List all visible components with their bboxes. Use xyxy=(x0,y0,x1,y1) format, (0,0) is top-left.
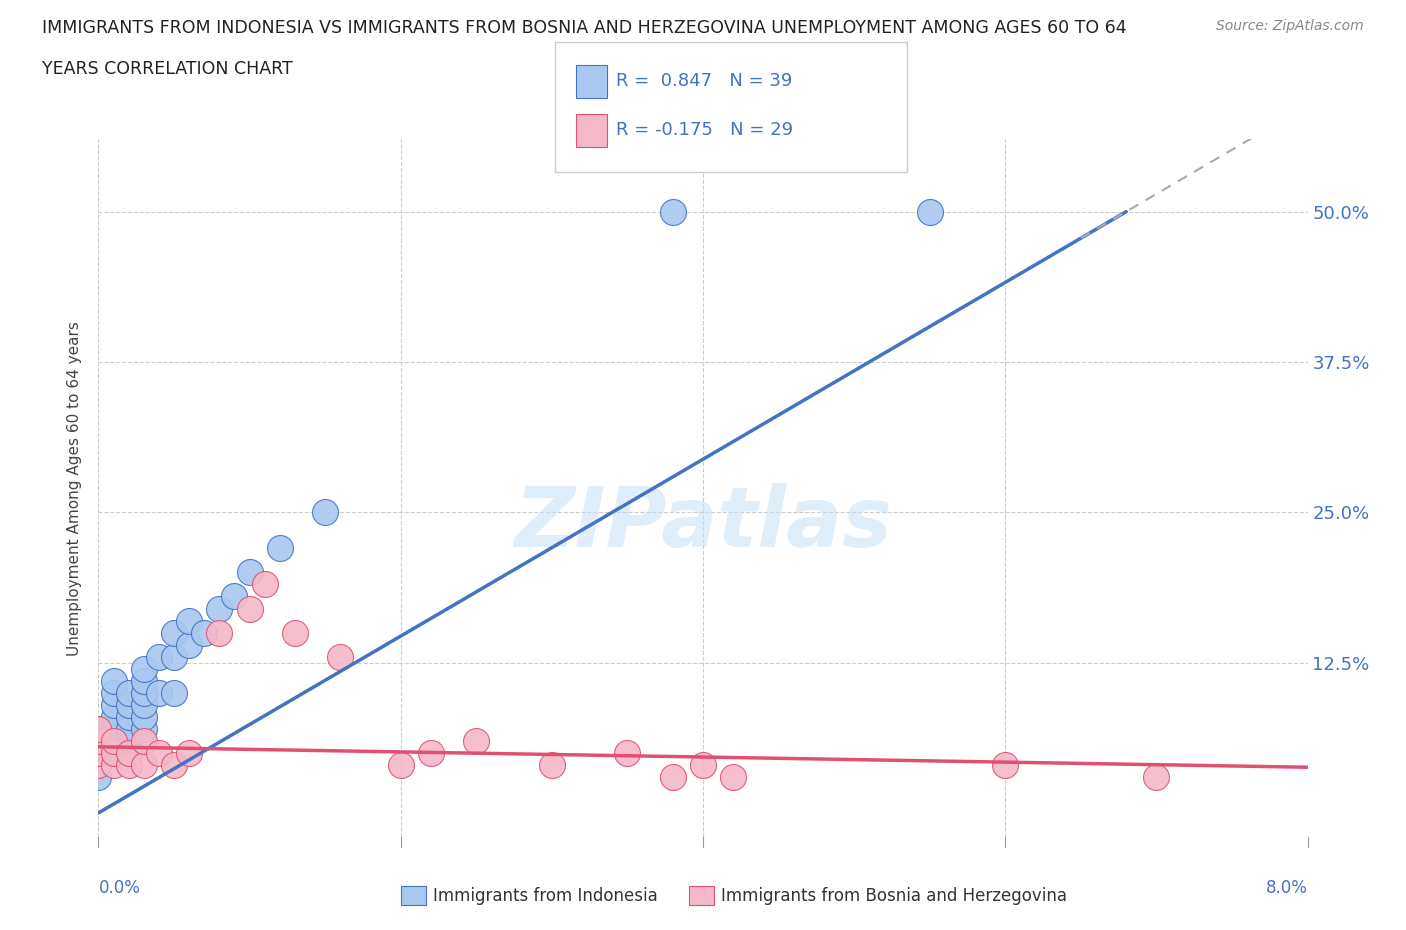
Point xyxy=(179,745,201,760)
Point xyxy=(163,625,186,640)
Point xyxy=(87,745,110,760)
Point xyxy=(329,649,352,664)
Point xyxy=(163,649,186,664)
Point xyxy=(132,710,155,724)
Point xyxy=(616,745,638,760)
Point xyxy=(465,734,488,749)
Point xyxy=(193,625,215,640)
Point xyxy=(239,601,262,616)
Point xyxy=(103,734,125,749)
Text: Immigrants from Bosnia and Herzegovina: Immigrants from Bosnia and Herzegovina xyxy=(721,886,1067,905)
Point xyxy=(87,734,110,749)
Point xyxy=(148,745,170,760)
Point xyxy=(208,601,231,616)
Point xyxy=(87,769,110,784)
Point xyxy=(239,565,262,580)
Point xyxy=(118,722,141,737)
Point xyxy=(87,757,110,772)
Point xyxy=(541,757,564,772)
Point xyxy=(132,734,155,749)
Text: Source: ZipAtlas.com: Source: ZipAtlas.com xyxy=(1216,19,1364,33)
Point xyxy=(179,613,201,628)
Y-axis label: Unemployment Among Ages 60 to 64 years: Unemployment Among Ages 60 to 64 years xyxy=(67,321,83,656)
Point xyxy=(662,205,685,219)
Point xyxy=(132,757,155,772)
Text: YEARS CORRELATION CHART: YEARS CORRELATION CHART xyxy=(42,60,292,78)
Point xyxy=(1146,769,1168,784)
Text: 8.0%: 8.0% xyxy=(1265,879,1308,897)
Point xyxy=(103,745,125,760)
Point xyxy=(118,685,141,700)
Point xyxy=(163,757,186,772)
Text: R = -0.175   N = 29: R = -0.175 N = 29 xyxy=(616,121,793,140)
Point xyxy=(662,769,685,784)
Point xyxy=(103,757,125,772)
Point xyxy=(87,745,110,760)
Point xyxy=(87,734,110,749)
Point xyxy=(692,757,714,772)
Point xyxy=(723,769,745,784)
Point xyxy=(132,685,155,700)
Point xyxy=(284,625,307,640)
Point xyxy=(87,757,110,772)
Point xyxy=(132,661,155,676)
Point xyxy=(253,577,276,591)
Point xyxy=(994,757,1017,772)
Text: 0.0%: 0.0% xyxy=(98,879,141,897)
Point xyxy=(118,757,141,772)
Point xyxy=(87,722,110,737)
Point xyxy=(420,745,443,760)
Point xyxy=(269,541,291,556)
Point xyxy=(118,734,141,749)
Point xyxy=(103,722,125,737)
Point xyxy=(179,637,201,652)
Point xyxy=(314,505,336,520)
Point xyxy=(103,734,125,749)
Text: Immigrants from Indonesia: Immigrants from Indonesia xyxy=(433,886,658,905)
Point xyxy=(103,698,125,712)
Point xyxy=(87,722,110,737)
Point xyxy=(389,757,412,772)
Text: ZIPatlas: ZIPatlas xyxy=(515,483,891,564)
Point xyxy=(132,722,155,737)
Point xyxy=(163,685,186,700)
Point xyxy=(103,710,125,724)
Point xyxy=(118,745,141,760)
Point xyxy=(148,685,170,700)
Point xyxy=(148,649,170,664)
Point xyxy=(103,745,125,760)
Point xyxy=(918,205,941,219)
Point xyxy=(118,710,141,724)
Text: IMMIGRANTS FROM INDONESIA VS IMMIGRANTS FROM BOSNIA AND HERZEGOVINA UNEMPLOYMENT: IMMIGRANTS FROM INDONESIA VS IMMIGRANTS … xyxy=(42,19,1126,36)
Point xyxy=(118,698,141,712)
Point xyxy=(224,589,246,604)
Point xyxy=(103,685,125,700)
Point xyxy=(103,673,125,688)
Point xyxy=(132,673,155,688)
Point xyxy=(118,745,141,760)
Point xyxy=(132,698,155,712)
Point xyxy=(208,625,231,640)
Text: R =  0.847   N = 39: R = 0.847 N = 39 xyxy=(616,72,792,90)
